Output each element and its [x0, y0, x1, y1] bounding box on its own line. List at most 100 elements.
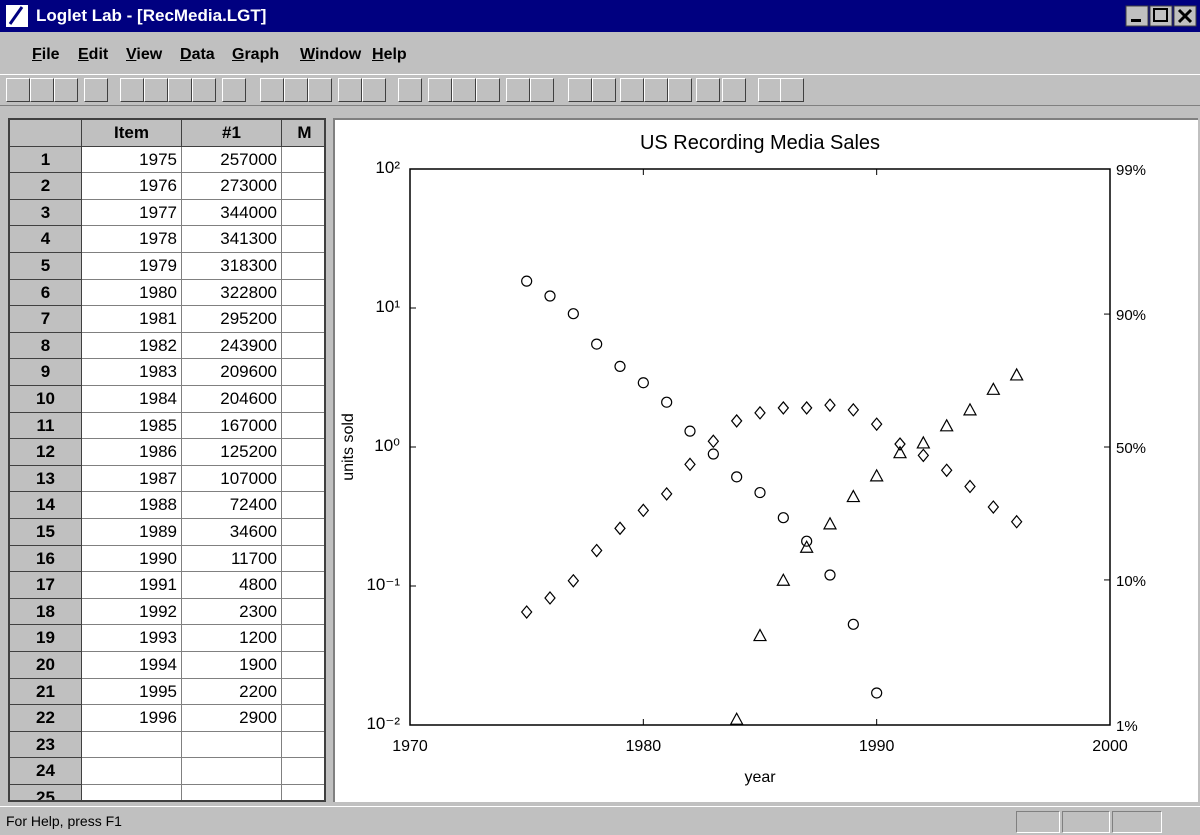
table-cell: 1982	[82, 332, 182, 360]
toolbar-button[interactable]	[506, 78, 530, 102]
table-cell: 2900	[182, 705, 282, 732]
table-cell: 1976	[82, 173, 182, 200]
toolbar-button[interactable]	[168, 78, 192, 102]
table-cell: 34600	[182, 519, 282, 546]
table-cell: 1994	[82, 652, 182, 679]
table-cell	[182, 758, 282, 785]
toolbar-button[interactable]	[54, 78, 78, 102]
toolbar-button[interactable]	[398, 78, 422, 102]
toolbar-button[interactable]	[338, 78, 362, 102]
table-cell: 1978	[82, 226, 182, 253]
toolbar-button[interactable]	[260, 78, 284, 102]
table-cell	[282, 173, 324, 200]
menu-item[interactable]: Data	[180, 46, 215, 63]
toolbar-button[interactable]	[6, 78, 30, 102]
table-cell: 322800	[182, 279, 282, 307]
table-cell	[282, 758, 324, 785]
table-cell: 295200	[182, 306, 282, 333]
table-cell: 72400	[182, 492, 282, 519]
table-cell: 243900	[182, 332, 282, 360]
toolbar-button[interactable]	[592, 78, 616, 102]
toolbar-button[interactable]	[84, 78, 108, 102]
toolbar-button[interactable]	[362, 78, 386, 102]
menu-item[interactable]: Graph	[232, 46, 280, 63]
status-bar: For Help, press F1	[0, 806, 1200, 834]
table-cell: 1977	[82, 199, 182, 227]
table-cell: 344000	[182, 199, 282, 227]
status-text: For Help, press F1	[6, 813, 122, 829]
toolbar-button[interactable]	[530, 78, 554, 102]
toolbar-button[interactable]	[696, 78, 720, 102]
menu-item[interactable]: Help	[372, 46, 407, 63]
close-button[interactable]	[1173, 5, 1197, 27]
table-cell: 4800	[182, 572, 282, 599]
toolbar-button[interactable]	[120, 78, 144, 102]
row-header: 1	[10, 146, 82, 174]
row-header: 8	[10, 332, 82, 360]
table-cell	[282, 546, 324, 573]
toolbar-button[interactable]	[668, 78, 692, 102]
row-header: 13	[10, 465, 82, 493]
menu-item[interactable]: Edit	[78, 46, 109, 63]
table-cell	[82, 731, 182, 759]
toolbar-button[interactable]	[144, 78, 168, 102]
table-cell	[282, 519, 324, 546]
table-cell: 1985	[82, 412, 182, 440]
toolbar-button[interactable]	[568, 78, 592, 102]
row-header: 24	[10, 758, 82, 785]
toolbar-button[interactable]	[30, 78, 54, 102]
table-cell: 318300	[182, 253, 282, 280]
toolbar-button[interactable]	[308, 78, 332, 102]
toolbar-button[interactable]	[192, 78, 216, 102]
table-cell	[282, 599, 324, 626]
toolbar-button[interactable]	[620, 78, 644, 102]
table-cell	[282, 200, 324, 227]
table-cell	[282, 280, 324, 307]
table-cell: 1900	[182, 652, 282, 679]
chart-panel	[333, 118, 1198, 802]
row-header: 20	[10, 652, 82, 679]
table-cell	[182, 785, 282, 800]
table-cell: 1991	[82, 572, 182, 599]
status-pane	[1112, 811, 1162, 833]
table-cell: 1986	[82, 439, 182, 466]
table-cell	[82, 758, 182, 785]
table-cell: 1979	[82, 253, 182, 280]
app-icon-glyph	[8, 6, 24, 25]
toolbar-button[interactable]	[476, 78, 500, 102]
table-cell	[282, 306, 324, 333]
toolbar-button[interactable]	[428, 78, 452, 102]
table-cell: 1987	[82, 465, 182, 493]
table-cell	[82, 785, 182, 800]
toolbar-button[interactable]	[644, 78, 668, 102]
row-header: 16	[10, 545, 82, 573]
row-header: 4	[10, 226, 82, 253]
toolbar-button[interactable]	[780, 78, 804, 102]
toolbar-button[interactable]	[758, 78, 782, 102]
toolbar-button[interactable]	[722, 78, 746, 102]
row-header: 2	[10, 173, 82, 200]
table-cell: 1984	[82, 386, 182, 413]
menu-item[interactable]: Window	[300, 46, 362, 63]
menu-item[interactable]: File	[32, 46, 60, 63]
maximize-button[interactable]	[1149, 5, 1173, 27]
row-header: 7	[10, 306, 82, 333]
corner-cell	[10, 120, 82, 147]
column-header: #1	[182, 120, 282, 147]
row-header: 11	[10, 412, 82, 440]
row-header: 19	[10, 625, 82, 652]
table-cell	[282, 253, 324, 280]
row-header: 18	[10, 598, 82, 626]
toolbar-button[interactable]	[452, 78, 476, 102]
table-cell	[282, 732, 324, 759]
table-cell	[282, 413, 324, 440]
row-header: 10	[10, 386, 82, 413]
table-cell: 1995	[82, 678, 182, 706]
toolbar-button[interactable]	[222, 78, 246, 102]
table-cell: 2200	[182, 678, 282, 706]
minimize-button[interactable]	[1125, 5, 1149, 27]
toolbar-button[interactable]	[284, 78, 308, 102]
table-cell	[282, 359, 324, 386]
menu-item[interactable]: View	[126, 46, 163, 63]
